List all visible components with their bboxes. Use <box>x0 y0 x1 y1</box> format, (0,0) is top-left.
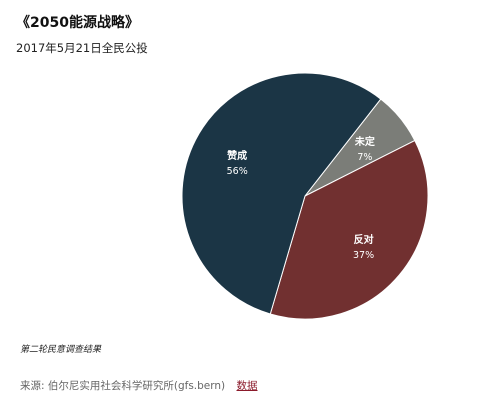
source-text: 来源: 伯尔尼实用社会科学研究所(gfs.bern) <box>20 380 226 392</box>
chart-subtitle: 2017年5月21日全民公投 <box>16 41 148 55</box>
slice-undecided-value: 7% <box>357 152 372 163</box>
slice-for <box>181 72 382 315</box>
slice-against-label: 反对 <box>354 233 374 246</box>
slice-against-value: 37% <box>353 250 374 261</box>
slice-for-label: 赞成 <box>226 149 247 162</box>
slice-against <box>269 139 429 320</box>
slice-undecided-label: 未定 <box>354 135 375 148</box>
chart-title: 《2050能源战略》 <box>16 15 139 31</box>
chart-note: 第二轮民意调查结果 <box>20 345 102 355</box>
data-link[interactable]: 数据 <box>236 380 258 392</box>
slice-for-value: 56% <box>227 166 248 177</box>
source-line: 来源: 伯尔尼实用社会科学研究所(gfs.bern) 数据 <box>20 378 258 393</box>
